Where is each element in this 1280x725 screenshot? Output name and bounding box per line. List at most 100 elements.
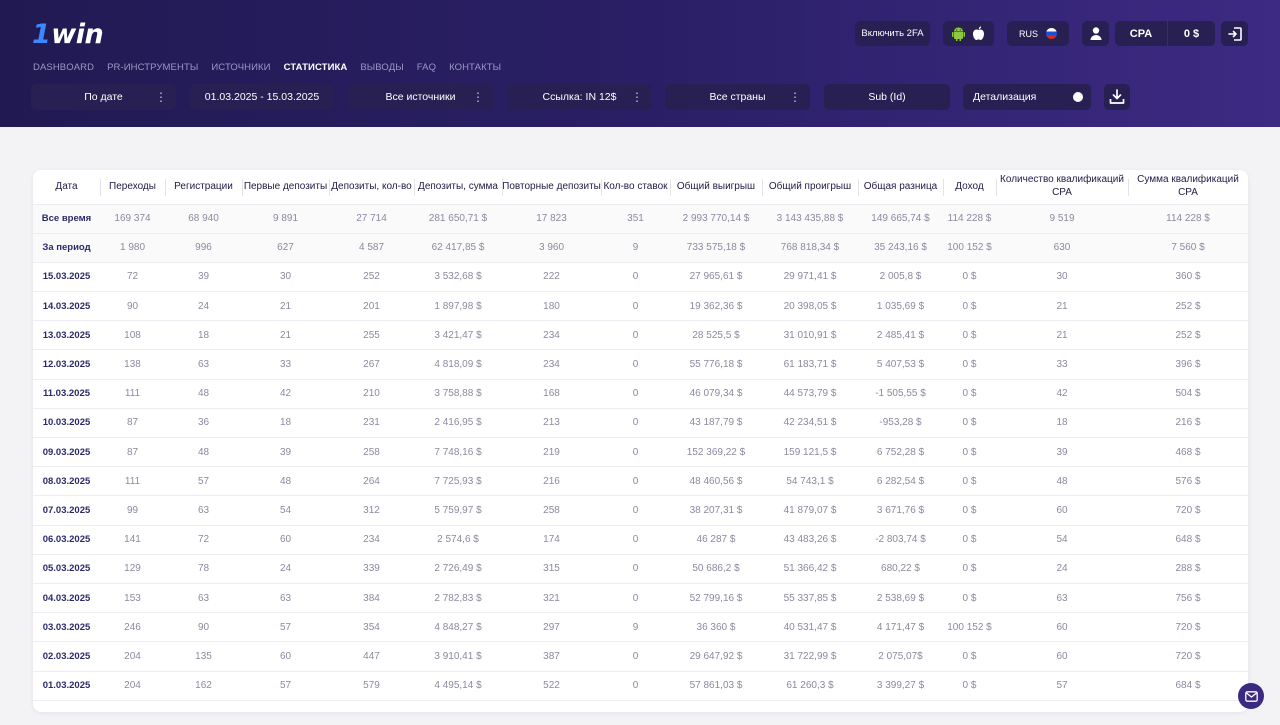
nav-item-dashboard[interactable]: DASHBOARD bbox=[33, 62, 95, 73]
table-cell: 0 bbox=[601, 495, 670, 526]
table-cell: 468 $ bbox=[1128, 437, 1248, 468]
table-cell: 0 $ bbox=[943, 641, 996, 672]
balance-value: 0 $ bbox=[1183, 27, 1200, 40]
table-cell: 2 574,6 $ bbox=[414, 525, 502, 555]
table-cell: 0 $ bbox=[943, 525, 996, 555]
profile-button[interactable] bbox=[1082, 21, 1109, 46]
more-vertical-icon[interactable]: ⋮ bbox=[631, 90, 643, 104]
table-cell: 57 bbox=[242, 612, 329, 643]
group-by-filter[interactable]: По дате ⋮ bbox=[31, 84, 176, 110]
column-header[interactable]: Депозиты, сумма bbox=[414, 170, 502, 205]
table-cell: 57 861,03 $ bbox=[670, 671, 762, 701]
detail-toggle[interactable]: Детализация bbox=[963, 84, 1091, 110]
table-cell: 0 bbox=[601, 583, 670, 614]
download-button[interactable] bbox=[1104, 84, 1130, 110]
cpa-button[interactable]: CPA bbox=[1115, 21, 1167, 46]
table-row: 09.03.2025 87 48 39 258 7 748,16 $219 0 152 369… bbox=[33, 437, 1248, 468]
column-header[interactable]: Общий проигрыш bbox=[762, 170, 858, 205]
table-cell: 68 940 bbox=[165, 204, 242, 234]
table-cell: 48 bbox=[242, 466, 329, 497]
link-filter[interactable]: Ссылка: IN 12$ ⋮ bbox=[507, 84, 652, 110]
table-cell: 21 bbox=[242, 291, 329, 322]
table-row: 13.03.2025 108 18 21 255 3 421,47 $234 0 28 525… bbox=[33, 320, 1248, 351]
column-header[interactable]: Дата bbox=[33, 170, 100, 205]
column-header[interactable]: Количество квалификаций CPA bbox=[996, 170, 1128, 205]
table-cell: 360 $ bbox=[1128, 262, 1248, 293]
table-cell: 267 bbox=[329, 349, 414, 380]
column-header[interactable]: Кол-во ставок bbox=[601, 170, 670, 205]
support-chat-button[interactable] bbox=[1238, 683, 1264, 709]
table-cell: 60 bbox=[242, 641, 329, 672]
table-cell: 252 $ bbox=[1128, 320, 1248, 351]
enable-2fa-button[interactable]: Включить 2FA bbox=[855, 21, 930, 46]
sub-id-filter[interactable]: Sub (Id) bbox=[824, 84, 950, 110]
table-cell: 50 686,2 $ bbox=[670, 554, 762, 584]
table-cell: 4 171,47 $ bbox=[858, 612, 943, 643]
table-cell: 63 bbox=[165, 349, 242, 380]
table-cell: 42 bbox=[242, 379, 329, 409]
sources-filter[interactable]: Все источники ⋮ bbox=[348, 84, 493, 110]
nav-item-контакты[interactable]: КОНТАКТЫ bbox=[449, 62, 502, 73]
column-header[interactable]: Общая разница bbox=[858, 170, 943, 205]
table-cell: 4 495,14 $ bbox=[414, 671, 502, 701]
table-cell: 21 bbox=[996, 320, 1128, 351]
table-cell: 100 152 $ bbox=[943, 612, 996, 643]
table-cell: 0 $ bbox=[943, 408, 996, 439]
table-cell: 42 234,51 $ bbox=[762, 408, 858, 439]
column-header[interactable]: Сумма квалификаций CPA bbox=[1128, 170, 1248, 205]
sub-id-value: Sub (Id) bbox=[868, 91, 906, 103]
android-icon[interactable] bbox=[952, 27, 965, 41]
table-cell: 42 bbox=[996, 379, 1128, 409]
table-cell: 0 $ bbox=[943, 437, 996, 468]
summary-row: За период 1 980 996 627 4 587 62 417,85 $3 96… bbox=[33, 233, 1248, 263]
language-selector[interactable]: RUS bbox=[1007, 21, 1069, 46]
table-cell: 756 $ bbox=[1128, 583, 1248, 614]
table-cell: 18 bbox=[996, 408, 1128, 439]
column-header[interactable]: Переходы bbox=[100, 170, 165, 205]
table-cell: 522 bbox=[502, 671, 601, 701]
table-cell: 9 519 bbox=[996, 204, 1128, 234]
column-header[interactable]: Регистрации bbox=[165, 170, 242, 205]
table-row: 02.03.2025 204 135 60 447 3 910,41 $387 0 29 64… bbox=[33, 641, 1248, 672]
table-cell: 0 $ bbox=[943, 291, 996, 322]
table-cell: 162 bbox=[165, 671, 242, 701]
toggle-knob[interactable] bbox=[1073, 92, 1083, 102]
balance-display[interactable]: 0 $ bbox=[1168, 21, 1215, 46]
nav-item-pr-инструменты[interactable]: PR-ИНСТРУМЕНТЫ bbox=[107, 62, 199, 73]
nav-item-статистика[interactable]: СТАТИСТИКА bbox=[283, 62, 348, 73]
table-cell: 627 bbox=[242, 233, 329, 263]
logout-button[interactable] bbox=[1221, 21, 1248, 46]
column-header[interactable]: Депозиты, кол-во bbox=[329, 170, 414, 205]
apple-icon[interactable] bbox=[972, 26, 985, 41]
table-cell: 297 bbox=[502, 612, 601, 643]
column-header[interactable]: Повторные депозиты bbox=[502, 170, 601, 205]
column-header[interactable]: Доход bbox=[943, 170, 996, 205]
table-cell: 153 bbox=[100, 583, 165, 614]
logo-digit: 1 bbox=[32, 18, 51, 50]
table-row: 03.03.2025 246 90 57 354 4 848,27 $297 9 36 360… bbox=[33, 612, 1248, 643]
table-cell: 138 bbox=[100, 349, 165, 380]
table-cell: 72 bbox=[165, 525, 242, 555]
table-cell: 3 143 435,88 $ bbox=[762, 204, 858, 234]
nav-item-faq[interactable]: FAQ bbox=[416, 62, 437, 73]
row-label-cell: За период bbox=[33, 233, 100, 263]
more-vertical-icon[interactable]: ⋮ bbox=[155, 90, 167, 104]
date-range-filter[interactable]: 01.03.2025 - 15.03.2025 bbox=[190, 84, 334, 110]
table-cell: 5 759,97 $ bbox=[414, 495, 502, 526]
table-cell: 141 bbox=[100, 525, 165, 555]
nav-item-выводы[interactable]: ВЫВОДЫ bbox=[360, 62, 404, 73]
column-header[interactable]: Первые депозиты bbox=[242, 170, 329, 205]
table-cell: 17 823 bbox=[502, 204, 601, 234]
brand-logo[interactable]: 1 win bbox=[32, 18, 104, 50]
table-cell: 28 525,5 $ bbox=[670, 320, 762, 351]
column-header[interactable]: Общий выигрыш bbox=[670, 170, 762, 205]
table-cell: 60 bbox=[996, 495, 1128, 526]
table-cell: 54 bbox=[996, 525, 1128, 555]
table-cell: 135 bbox=[165, 641, 242, 672]
countries-filter[interactable]: Все страны ⋮ bbox=[665, 84, 810, 110]
apps-button[interactable] bbox=[943, 21, 994, 46]
table-cell: 63 bbox=[165, 583, 242, 614]
more-vertical-icon[interactable]: ⋮ bbox=[789, 90, 801, 104]
more-vertical-icon[interactable]: ⋮ bbox=[472, 90, 484, 104]
nav-item-источники[interactable]: ИСТОЧНИКИ bbox=[211, 62, 271, 73]
